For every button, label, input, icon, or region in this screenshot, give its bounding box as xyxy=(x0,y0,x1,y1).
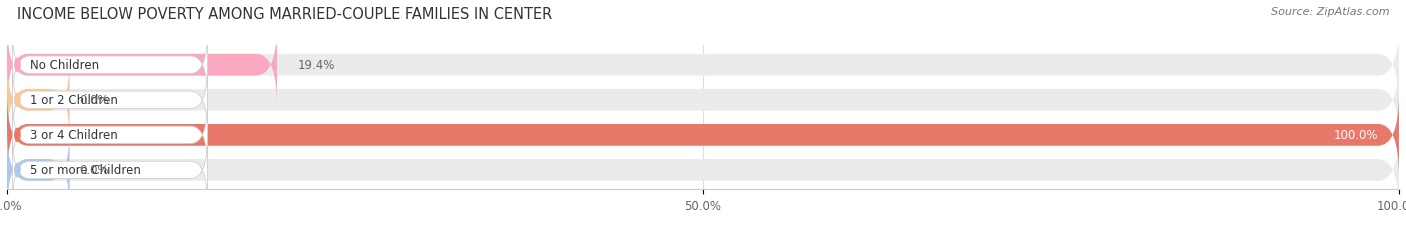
FancyBboxPatch shape xyxy=(7,59,1399,142)
FancyBboxPatch shape xyxy=(13,102,208,169)
Circle shape xyxy=(15,94,20,107)
FancyBboxPatch shape xyxy=(7,24,277,107)
Circle shape xyxy=(15,164,20,177)
FancyBboxPatch shape xyxy=(7,59,70,142)
Text: 5 or more Children: 5 or more Children xyxy=(30,164,141,177)
Text: 0.0%: 0.0% xyxy=(79,94,110,107)
FancyBboxPatch shape xyxy=(13,32,208,99)
Text: 0.0%: 0.0% xyxy=(79,164,110,177)
Text: Source: ZipAtlas.com: Source: ZipAtlas.com xyxy=(1271,7,1389,17)
Circle shape xyxy=(15,129,20,142)
FancyBboxPatch shape xyxy=(7,129,1399,212)
FancyBboxPatch shape xyxy=(13,67,208,134)
Text: 3 or 4 Children: 3 or 4 Children xyxy=(30,129,118,142)
Text: 100.0%: 100.0% xyxy=(1333,129,1378,142)
FancyBboxPatch shape xyxy=(7,94,1399,177)
FancyBboxPatch shape xyxy=(7,129,70,212)
Circle shape xyxy=(15,59,20,72)
Text: 1 or 2 Children: 1 or 2 Children xyxy=(30,94,118,107)
FancyBboxPatch shape xyxy=(13,137,208,204)
Text: 19.4%: 19.4% xyxy=(298,59,335,72)
FancyBboxPatch shape xyxy=(7,24,1399,107)
Text: INCOME BELOW POVERTY AMONG MARRIED-COUPLE FAMILIES IN CENTER: INCOME BELOW POVERTY AMONG MARRIED-COUPL… xyxy=(17,7,553,22)
FancyBboxPatch shape xyxy=(7,94,1399,177)
Text: No Children: No Children xyxy=(30,59,98,72)
